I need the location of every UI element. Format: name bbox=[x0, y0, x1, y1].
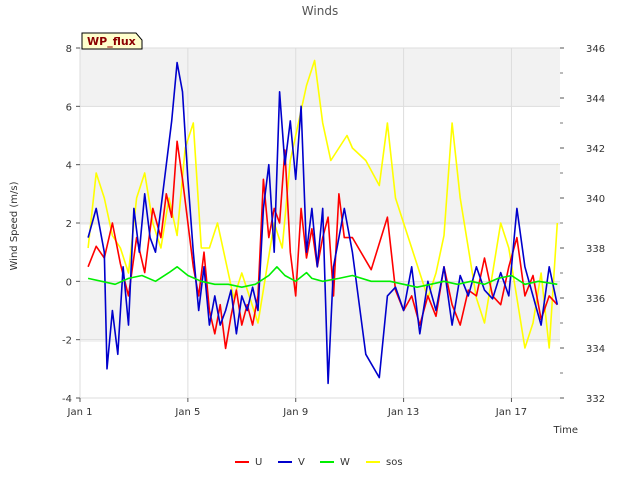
x-tick-label: Jan 13 bbox=[387, 407, 419, 418]
x-tick-label: Jan 17 bbox=[495, 407, 527, 418]
series-line-w bbox=[87, 265, 558, 289]
y-tick-label: 6 bbox=[66, 102, 72, 113]
y2-tick-label: 334 bbox=[586, 344, 605, 355]
y-tick-label: 8 bbox=[66, 44, 72, 55]
x-axis-title: Time bbox=[553, 425, 578, 436]
series-line-sos bbox=[87, 59, 559, 349]
legend-label-v: V bbox=[298, 457, 305, 468]
y2-tick-label: 336 bbox=[586, 294, 605, 305]
y-tick-label: 0 bbox=[66, 277, 72, 288]
site-label-badge bbox=[81, 32, 143, 50]
legend-label-w: W bbox=[340, 457, 350, 468]
legend-label-u: U bbox=[255, 457, 262, 468]
x-tick-label: Jan 1 bbox=[67, 407, 93, 418]
series-layer bbox=[87, 59, 559, 385]
y2-tick-label: 338 bbox=[586, 244, 605, 255]
chart-title: Winds bbox=[302, 4, 338, 18]
y-tick-label: 4 bbox=[66, 161, 72, 172]
y-tick-label: -2 bbox=[62, 336, 72, 347]
y-tick-label: 2 bbox=[66, 219, 72, 230]
y2-tick-label: 344 bbox=[586, 94, 605, 105]
series-line-u bbox=[87, 140, 558, 350]
y2-tick-label: 340 bbox=[586, 194, 605, 205]
x-tick-label: Jan 9 bbox=[282, 407, 308, 418]
legend-label-sos: sos bbox=[386, 457, 403, 468]
y-tick-label: -4 bbox=[62, 394, 72, 405]
site-label: WP_flux bbox=[87, 35, 136, 48]
y2-tick-label: 346 bbox=[586, 44, 605, 55]
series-line-v bbox=[87, 61, 559, 385]
y2-tick-label: 342 bbox=[586, 144, 605, 155]
plot-band bbox=[80, 282, 560, 342]
y2-tick-label: 332 bbox=[586, 394, 605, 405]
site-label-box: WP_flux bbox=[81, 32, 143, 50]
x-tick-label: Jan 5 bbox=[174, 407, 200, 418]
y-axis-title: Wind Speed (m/s) bbox=[9, 181, 20, 270]
axes: -4 -2 0 2 4 6 8 332 334 336 338 340 342 344 346 Jan 1 Ja… bbox=[62, 44, 605, 418]
